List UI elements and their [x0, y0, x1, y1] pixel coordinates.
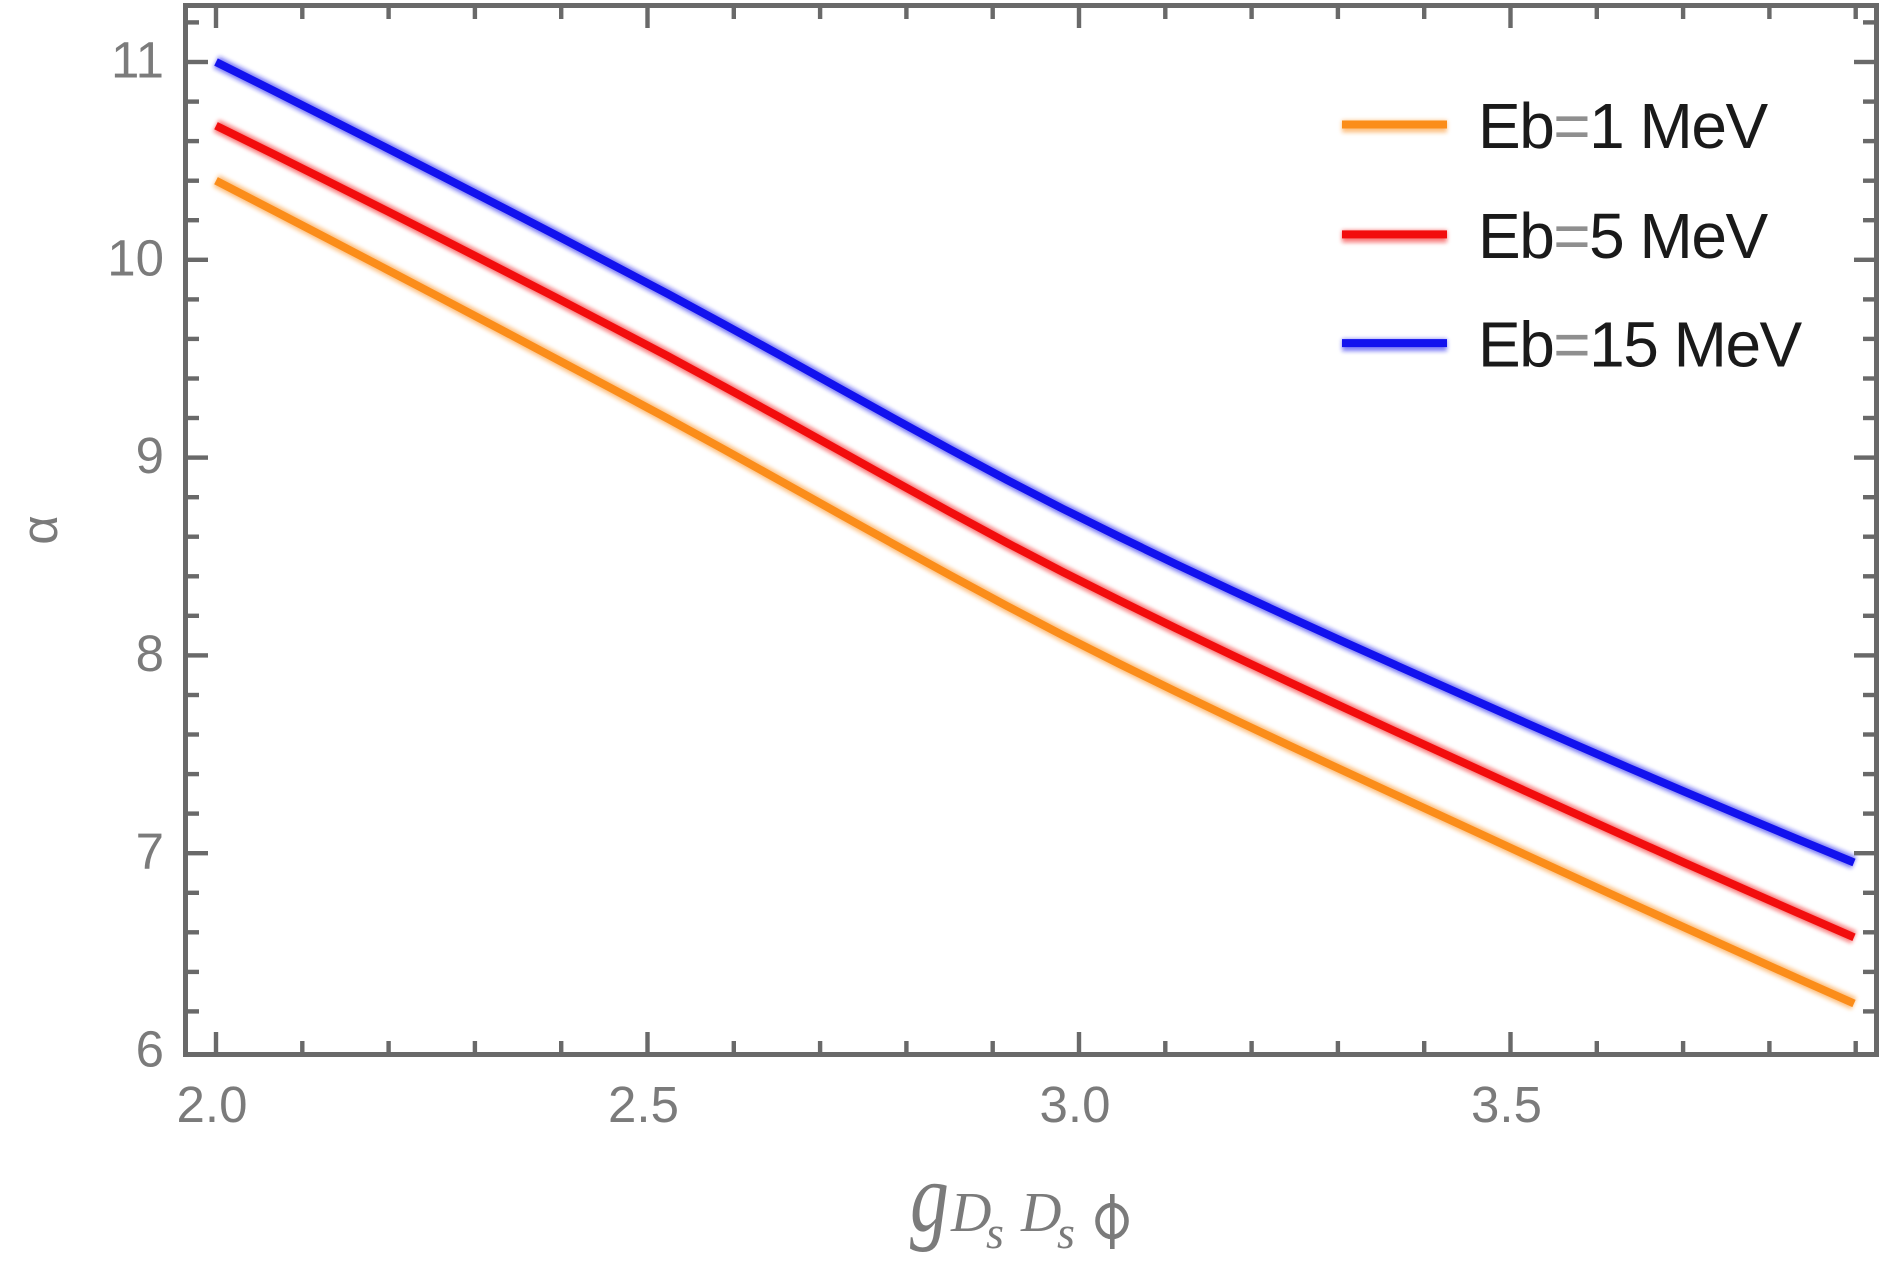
svg-text:2.5: 2.5 [608, 1076, 679, 1133]
svg-text:Eb=15 MeV: Eb=15 MeV [1478, 309, 1803, 381]
svg-text:D: D [950, 1182, 991, 1244]
svg-text:7: 7 [136, 823, 164, 880]
svg-text:3.5: 3.5 [1471, 1076, 1542, 1133]
svg-text:3.0: 3.0 [1040, 1076, 1111, 1133]
svg-text:g: g [910, 1143, 949, 1253]
svg-text:6: 6 [136, 1021, 164, 1078]
svg-text:α: α [11, 515, 68, 544]
svg-text:Eb=5 MeV: Eb=5 MeV [1478, 200, 1768, 272]
svg-text:D: D [1020, 1182, 1061, 1244]
svg-text:s: s [1057, 1207, 1075, 1258]
svg-text:2.0: 2.0 [177, 1076, 248, 1133]
svg-text:11: 11 [111, 32, 164, 89]
svg-text:8: 8 [136, 625, 164, 682]
svg-text:10: 10 [107, 229, 164, 286]
svg-text:Eb=1 MeV: Eb=1 MeV [1478, 90, 1768, 162]
svg-text:s: s [986, 1207, 1004, 1258]
svg-text:9: 9 [136, 427, 164, 484]
